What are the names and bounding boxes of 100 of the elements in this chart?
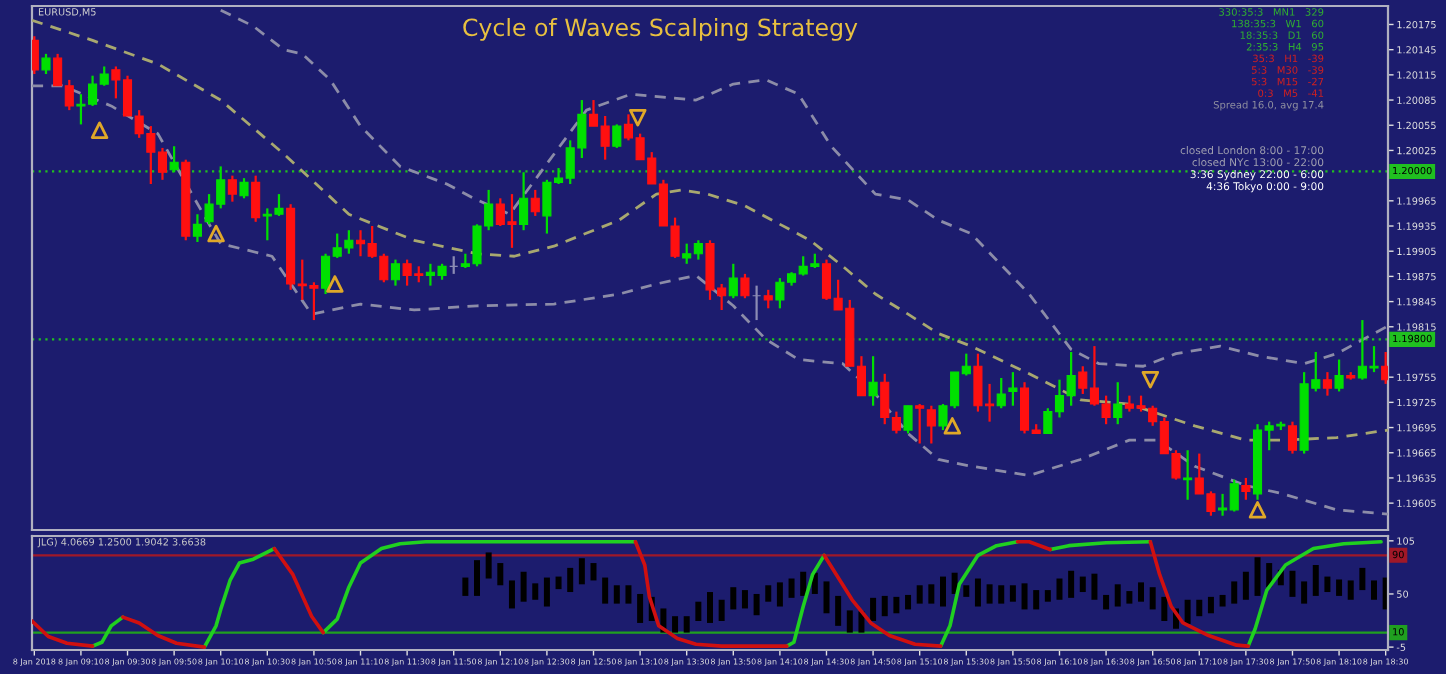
point [1248, 501, 1267, 519]
bar [928, 584, 935, 604]
candlestick [251, 174, 261, 223]
bar [1044, 590, 1051, 602]
bar [707, 592, 713, 623]
candlestick [1287, 420, 1298, 455]
candlestick [996, 376, 1006, 410]
candlestick [239, 177, 249, 200]
bar [870, 597, 877, 622]
bar [1301, 581, 1308, 604]
bar [823, 581, 830, 614]
bar [532, 583, 539, 600]
candlestick [1241, 476, 1251, 501]
bar [1149, 587, 1156, 610]
bar [1056, 578, 1063, 600]
candlestick [519, 171, 529, 232]
bar [1336, 579, 1343, 596]
candlestick [868, 355, 878, 407]
point [326, 275, 344, 293]
candlestick [192, 213, 202, 244]
bar [753, 593, 760, 616]
bar [578, 558, 585, 585]
line-series [219, 8, 1388, 368]
bar [741, 590, 748, 609]
bar [1103, 594, 1110, 610]
candlestick [1183, 449, 1193, 501]
bar [1079, 576, 1086, 593]
bar [916, 585, 923, 604]
bar [1021, 583, 1028, 610]
candlestick [763, 288, 773, 310]
bar [1068, 570, 1075, 598]
candlestick [740, 272, 750, 300]
bar [939, 576, 946, 607]
bar [1184, 599, 1191, 624]
bar [613, 585, 620, 604]
candlestick [1113, 381, 1123, 426]
bar [905, 594, 912, 610]
bar [637, 593, 644, 623]
point [90, 121, 109, 140]
bar [765, 585, 772, 602]
bar [1371, 580, 1378, 600]
candlestick [903, 404, 913, 435]
candlestick [1008, 371, 1018, 407]
bar [963, 585, 970, 597]
bar [881, 595, 888, 617]
candlestick [1334, 358, 1344, 393]
point [1141, 370, 1160, 389]
bar [893, 596, 900, 614]
bar [1161, 596, 1168, 622]
bar [1196, 599, 1203, 617]
candlestick [728, 262, 738, 300]
chart-title: Cycle of Waves Scalping Strategy [463, 18, 858, 41]
bar [1033, 590, 1040, 610]
bar [567, 567, 574, 593]
bar [695, 601, 702, 622]
bar [474, 560, 481, 596]
bar [1347, 580, 1354, 600]
candlestick [169, 145, 179, 174]
candlestick [915, 402, 925, 445]
bar [520, 571, 527, 602]
bar [1138, 582, 1145, 602]
bar [462, 577, 469, 596]
bar [672, 616, 679, 633]
bar [1289, 570, 1296, 597]
bar [986, 584, 993, 604]
bar [508, 580, 515, 609]
bar [625, 585, 632, 604]
bar [776, 582, 783, 607]
candlestick [41, 52, 51, 76]
candlestick [926, 404, 936, 445]
point [629, 108, 647, 127]
candlestick [1322, 371, 1332, 397]
bar [1231, 581, 1238, 604]
point [943, 417, 962, 435]
bar [1242, 571, 1249, 600]
bar [1324, 576, 1331, 593]
bar [590, 563, 597, 581]
candlestick [530, 188, 540, 218]
bar [1312, 564, 1319, 596]
point [207, 224, 225, 243]
bar [543, 577, 550, 607]
bar [555, 576, 562, 590]
bar [835, 595, 842, 626]
bar [485, 552, 492, 579]
candlestick [32, 35, 39, 76]
bar [1114, 584, 1121, 607]
bar [730, 587, 737, 610]
bar [846, 610, 853, 633]
candlestick [612, 123, 622, 150]
bar [1254, 557, 1261, 596]
bar [1207, 596, 1214, 614]
line-series [32, 18, 1388, 442]
bar [1126, 591, 1133, 604]
bar [998, 585, 1005, 604]
bar [1359, 567, 1366, 591]
bar [800, 571, 807, 596]
bar [974, 578, 981, 607]
bar [1219, 594, 1226, 607]
candlestick [390, 258, 401, 287]
bar [1009, 585, 1016, 602]
